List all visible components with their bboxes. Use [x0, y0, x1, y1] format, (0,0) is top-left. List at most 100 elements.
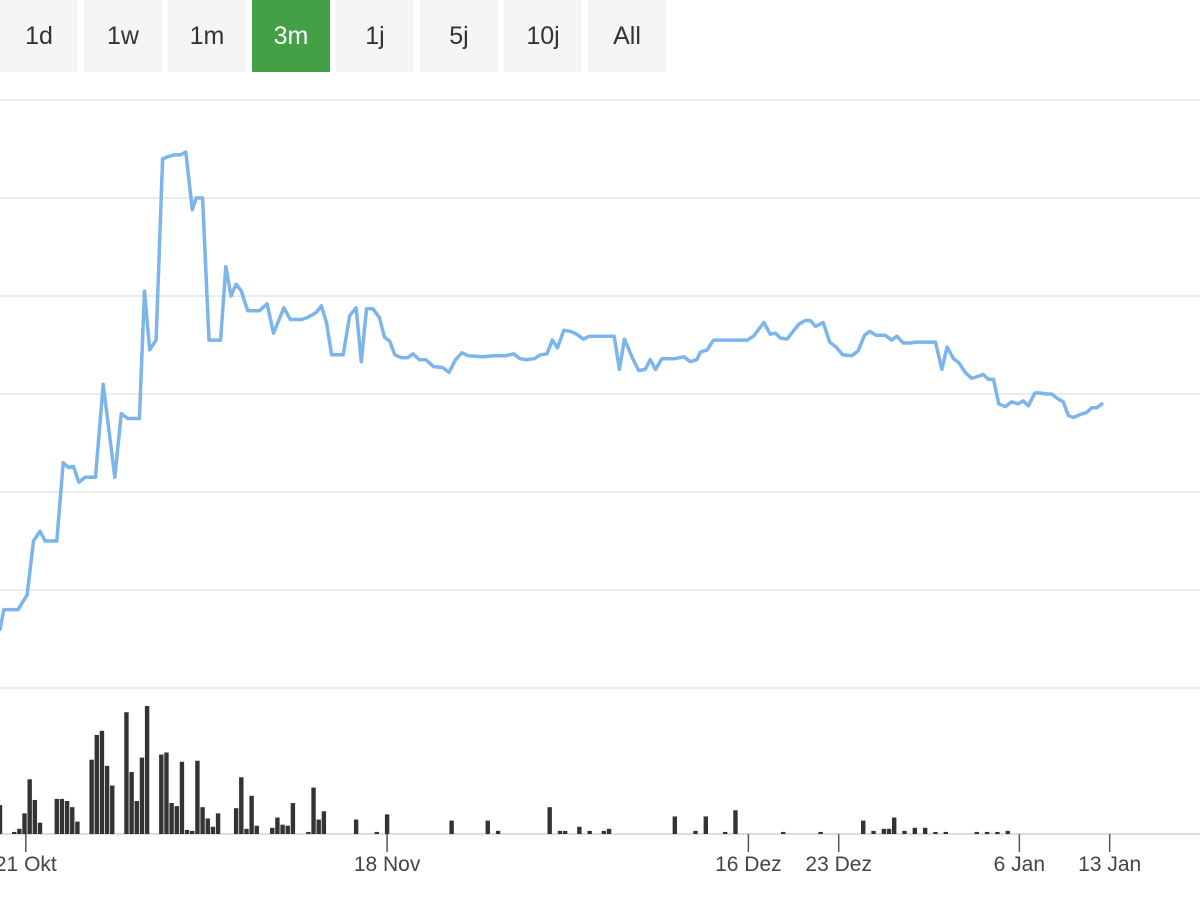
volume-bar	[485, 820, 490, 834]
volume-bar	[606, 828, 612, 834]
x-tick-label: 21 Okt	[0, 853, 57, 876]
volume-bar	[781, 831, 786, 834]
volume-bar	[124, 712, 129, 834]
volume-bar	[205, 818, 210, 834]
volume-bar	[306, 831, 311, 834]
volume-bar	[75, 821, 80, 834]
x-tick-label: 13 Jan	[1078, 853, 1141, 876]
volume-bar	[195, 760, 200, 834]
x-tick-label: 6 Jan	[994, 853, 1045, 876]
volume-bar	[89, 759, 94, 834]
range-button-1m[interactable]: 1m	[168, 0, 246, 72]
volume-bar	[601, 830, 607, 834]
grid-lines	[0, 99, 1200, 689]
volume-bar	[139, 757, 145, 834]
volume-bar	[818, 831, 823, 834]
range-button-10j[interactable]: 10j	[504, 0, 582, 72]
volume-bar	[144, 706, 150, 834]
x-tick-label: 18 Nov	[354, 853, 421, 876]
volume-bar	[557, 830, 563, 834]
volume-bar	[321, 811, 327, 834]
volume-bar	[891, 817, 897, 834]
volume-bar	[215, 813, 221, 834]
range-button-All[interactable]: All	[588, 0, 666, 72]
range-button-1w[interactable]: 1w	[84, 0, 162, 72]
volume-bar	[70, 807, 75, 834]
volume-bar	[922, 827, 928, 834]
volume-bar	[974, 831, 979, 834]
volume-bar	[179, 761, 185, 834]
range-button-1j[interactable]: 1j	[336, 0, 414, 72]
volume-bar	[169, 803, 174, 834]
volume-bar	[703, 816, 709, 834]
volume-bar	[249, 795, 254, 834]
volume-bar	[902, 830, 907, 834]
x-tick-label: 16 Dez	[715, 853, 782, 876]
volume-bar	[64, 800, 70, 834]
volume-bar	[22, 813, 27, 834]
volume-bar	[210, 826, 216, 834]
price-line	[0, 150, 1104, 631]
volume-bar	[94, 734, 99, 834]
volume-bar	[233, 808, 239, 834]
volume-bar	[881, 828, 887, 834]
volume-bar	[384, 814, 390, 834]
volume-bar	[275, 817, 280, 834]
volume-bar	[129, 772, 134, 834]
volume-bar	[722, 831, 728, 834]
volume-bar	[17, 828, 22, 834]
volume-bar	[134, 800, 139, 834]
volume-bar	[861, 820, 866, 834]
volume-bar	[290, 803, 296, 834]
volume-bar	[244, 828, 249, 834]
volume-bar	[495, 830, 501, 834]
volume-bars	[0, 706, 1200, 835]
volume-bar	[159, 754, 164, 834]
volume-bar	[943, 831, 949, 834]
volume-bar	[270, 827, 275, 834]
volume-bar	[54, 798, 59, 834]
volume-bar	[239, 777, 244, 834]
volume-bar	[184, 829, 190, 834]
volume-bar	[577, 826, 582, 834]
volume-bar	[316, 819, 321, 834]
price-series	[0, 150, 1104, 631]
range-button-5j[interactable]: 5j	[420, 0, 498, 72]
volume-bar	[912, 827, 918, 834]
volume-bar	[984, 831, 990, 834]
volume-bar	[547, 807, 552, 834]
volume-bar	[200, 807, 205, 834]
volume-bar	[995, 831, 1000, 834]
volume-bar	[733, 810, 738, 834]
volume-bar	[285, 825, 290, 834]
volume-bar	[104, 765, 110, 834]
volume-bar	[871, 830, 876, 834]
volume-bar	[562, 830, 568, 834]
volume-bar	[311, 787, 316, 834]
volume-bar	[59, 798, 65, 834]
volume-bar	[693, 830, 698, 834]
x-tick-label: 23 Dez	[805, 853, 872, 876]
range-selector: 1d 1w 1m 3m 1j 5j 10j All	[0, 0, 672, 72]
volume-bar	[27, 779, 32, 834]
volume-bar	[164, 752, 169, 834]
volume-bar	[37, 822, 43, 834]
volume-bar	[374, 831, 379, 834]
volume-bar	[11, 831, 17, 834]
range-button-1d[interactable]: 1d	[0, 0, 78, 72]
x-axis: 21 Okt 18 Nov 16 Dez 23 Dez 6 Jan 13 Jan	[0, 834, 1141, 876]
volume-bar	[190, 830, 195, 834]
volume-bar	[587, 830, 592, 834]
volume-bar	[174, 806, 179, 834]
volume-bar	[280, 824, 285, 834]
volume-bar	[110, 785, 115, 834]
volume-bar	[353, 819, 359, 834]
volume-bar	[99, 730, 105, 834]
volume-bar	[32, 799, 38, 834]
range-button-3m[interactable]: 3m	[252, 0, 330, 72]
volume-bar	[0, 805, 3, 834]
volume-bar	[254, 825, 259, 834]
volume-bar	[886, 828, 892, 834]
volume-bar	[1005, 830, 1010, 834]
